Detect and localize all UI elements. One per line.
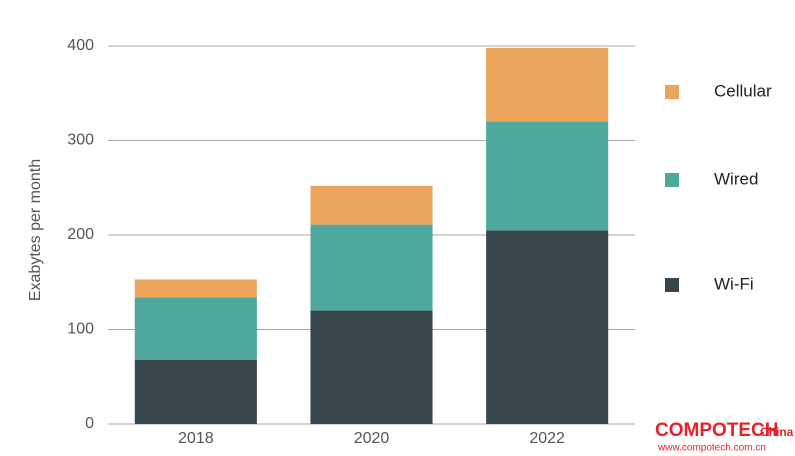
bar-segment xyxy=(486,47,609,122)
y-tick-label: 100 xyxy=(67,321,94,338)
bar-segment xyxy=(486,121,609,231)
bar-segment xyxy=(134,359,257,424)
y-axis-label: Exabytes per month xyxy=(27,159,44,301)
watermark-url: www.compotech.com.cn xyxy=(657,443,766,454)
x-tick-label: 2022 xyxy=(529,430,565,447)
legend-swatch xyxy=(665,278,679,292)
bar-segment xyxy=(310,185,433,225)
y-tick-label: 200 xyxy=(67,226,94,243)
y-tick-label: 300 xyxy=(67,132,94,149)
bar-segment xyxy=(486,230,609,424)
legend-swatch xyxy=(665,85,679,99)
bar-segment xyxy=(310,224,433,311)
legend-label: Cellular xyxy=(714,81,772,100)
y-tick-label: 400 xyxy=(67,37,94,54)
bar-segment xyxy=(310,310,433,424)
x-tick-label: 2020 xyxy=(354,430,390,447)
bar-segment xyxy=(134,279,257,298)
y-tick-label: 0 xyxy=(85,415,94,432)
x-tick-label: 2018 xyxy=(178,430,214,447)
watermark-brand: COMPOTECH xyxy=(655,420,779,441)
legend-label: Wi-Fi xyxy=(714,274,754,293)
legend-swatch xyxy=(665,173,679,187)
bar-segment xyxy=(134,297,257,360)
legend-label: Wired xyxy=(714,169,758,188)
watermark-suffix: China xyxy=(760,425,794,439)
